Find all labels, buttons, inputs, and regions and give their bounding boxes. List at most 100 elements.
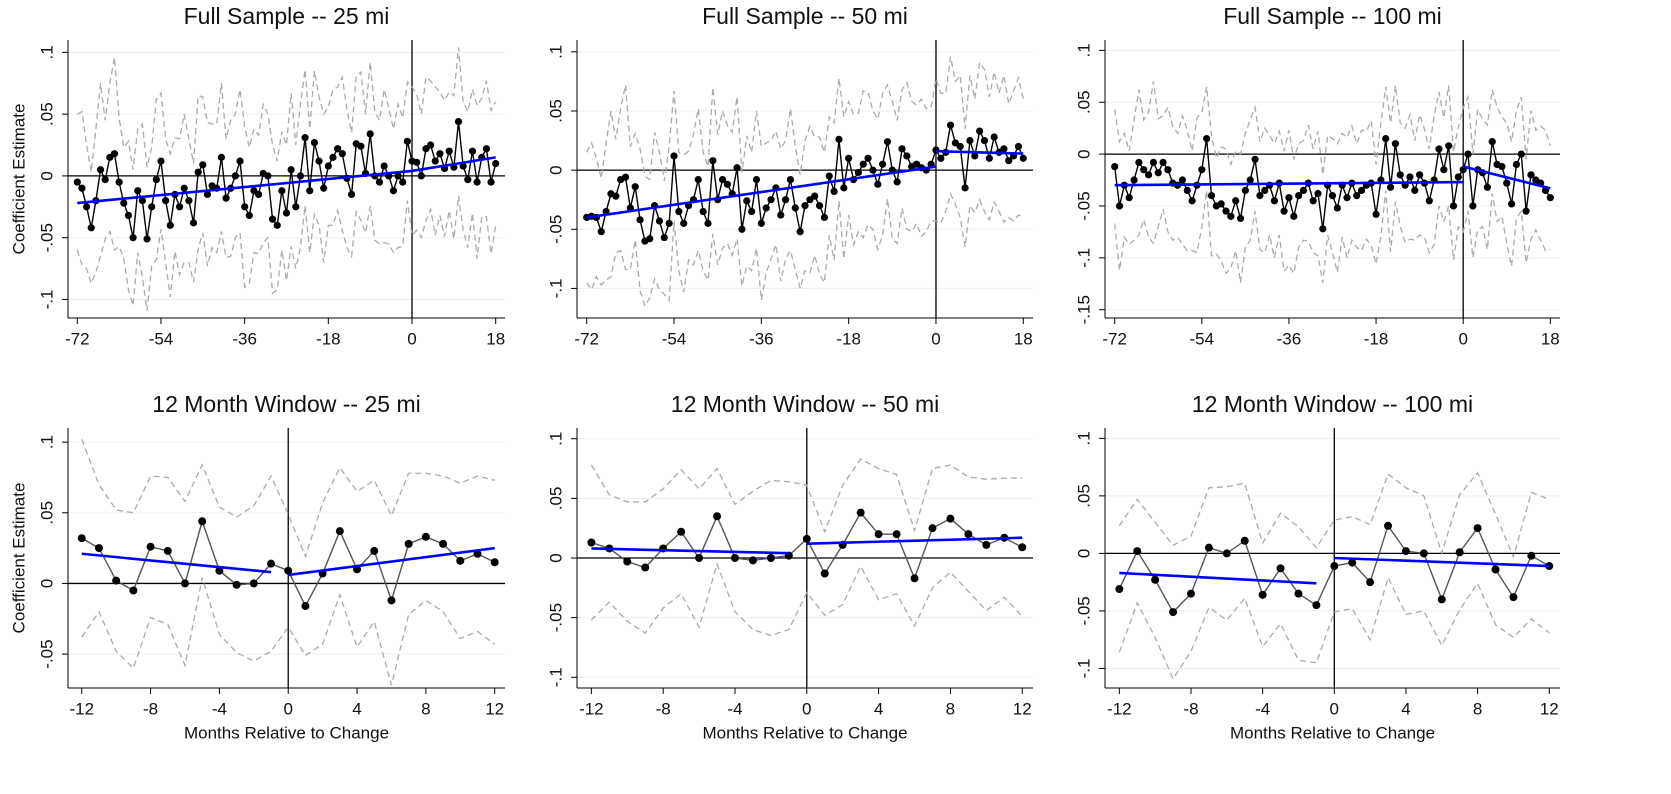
estimate-point xyxy=(748,556,757,565)
estimate-point xyxy=(660,233,668,242)
estimate-point xyxy=(1241,186,1249,195)
estimate-point xyxy=(143,235,151,243)
estimate-point xyxy=(1411,186,1419,195)
y-tick-label: 0 xyxy=(546,165,565,174)
estimate-point xyxy=(874,530,883,539)
estimate-point xyxy=(366,130,374,138)
estimate-point xyxy=(811,192,819,200)
x-tick-label: 8 xyxy=(946,699,955,718)
y-tick-label: 0 xyxy=(1074,549,1093,558)
estimate-point xyxy=(387,596,396,605)
estimate-point xyxy=(976,127,984,135)
estimate-point xyxy=(1483,183,1491,191)
estimate-point xyxy=(1125,194,1133,202)
y-tick-label: .05 xyxy=(37,102,56,126)
estimate-point xyxy=(1312,601,1321,610)
estimate-point xyxy=(268,215,277,223)
x-tick-label: 0 xyxy=(802,699,811,718)
estimate-point xyxy=(767,196,775,204)
estimate-point xyxy=(389,187,398,195)
estimate-point xyxy=(752,175,761,184)
estimate-point xyxy=(802,534,811,543)
estimate-point xyxy=(1188,197,1196,205)
y-tick-label: .05 xyxy=(1074,90,1093,114)
panel-title: 12 Month Window -- 25 mi xyxy=(152,391,420,417)
estimate-point xyxy=(1133,547,1142,556)
estimate-point xyxy=(324,162,332,170)
estimate-point xyxy=(864,154,872,162)
estimate-point xyxy=(334,145,342,153)
estimate-point xyxy=(1256,191,1264,200)
estimate-point xyxy=(1435,145,1443,153)
estimate-point xyxy=(1469,202,1477,210)
estimate-point xyxy=(1396,171,1404,179)
estimate-point xyxy=(1512,160,1521,169)
estimate-point xyxy=(1169,608,1178,617)
estimate-point xyxy=(335,527,344,536)
estimate-point xyxy=(1299,186,1308,195)
x-tick-label: -12 xyxy=(579,699,604,718)
y-tick-label: 0 xyxy=(37,171,56,180)
estimate-point xyxy=(1314,189,1322,198)
estimate-point xyxy=(985,154,993,162)
fit-line xyxy=(586,165,937,219)
estimate-point xyxy=(704,219,712,227)
estimate-point xyxy=(695,554,704,562)
x-tick-label: 0 xyxy=(1458,329,1467,348)
estimate-point xyxy=(198,517,207,526)
estimate-point xyxy=(338,150,346,158)
estimate-point xyxy=(175,203,184,211)
estimate-point xyxy=(306,187,314,195)
estimate-point xyxy=(241,203,249,211)
estimate-point xyxy=(1204,543,1213,552)
estimate-point xyxy=(1382,134,1390,143)
ci-lower xyxy=(81,577,496,686)
estimate-point xyxy=(1135,158,1143,167)
y-tick-label: 0 xyxy=(37,579,56,588)
estimate-point xyxy=(1276,564,1285,573)
y-tick-label: .05 xyxy=(1074,484,1093,508)
x-tick-label: -54 xyxy=(149,329,174,348)
ci-upper xyxy=(590,458,1023,534)
estimate-point xyxy=(231,172,239,180)
estimate-point xyxy=(956,142,964,151)
estimate-point xyxy=(215,566,224,575)
estimate-point xyxy=(194,168,202,176)
panel: .1 .05 0 -.05 -.1 -12 -8 -4 0 4 8 12 12 Month Window… xyxy=(1074,391,1560,742)
estimate-point xyxy=(1440,166,1448,174)
estimate-point xyxy=(180,579,189,588)
x-tick-label: 12 xyxy=(485,699,504,718)
x-tick-label: 8 xyxy=(421,699,430,718)
estimate-point xyxy=(791,204,799,212)
y-tick-label: .1 xyxy=(37,45,56,59)
estimate-point xyxy=(399,178,407,186)
x-tick-label: 8 xyxy=(1473,699,1482,718)
estimate-point xyxy=(1330,562,1339,571)
estimate-point xyxy=(1384,521,1393,530)
estimate-point xyxy=(287,166,295,174)
estimate-point xyxy=(1140,166,1148,174)
y-tick-label: .05 xyxy=(546,99,565,123)
y-tick-label: 0 xyxy=(546,553,565,562)
estimate-point xyxy=(82,203,91,211)
y-axis-label: Coefficient Estimate xyxy=(9,104,28,255)
x-tick-label: -12 xyxy=(69,699,94,718)
estimate-point xyxy=(641,563,650,572)
estimate-point xyxy=(903,152,911,160)
estimate-point xyxy=(329,153,337,161)
estimate-point xyxy=(1227,212,1235,220)
x-tick-label: -36 xyxy=(1277,329,1302,348)
estimate-point xyxy=(492,159,500,168)
estimate-point xyxy=(1285,194,1293,202)
panel-title: Full Sample -- 25 mi xyxy=(184,3,390,29)
estimate-point xyxy=(1449,202,1458,210)
ci-lower xyxy=(1118,575,1550,681)
estimate-point xyxy=(482,145,491,153)
estimate-point xyxy=(129,586,138,595)
estimate-point xyxy=(1164,166,1172,174)
estimate-point xyxy=(1386,183,1395,191)
x-tick-label: 12 xyxy=(1540,699,1559,718)
estimate-point xyxy=(157,157,165,165)
estimate-point xyxy=(232,580,241,589)
